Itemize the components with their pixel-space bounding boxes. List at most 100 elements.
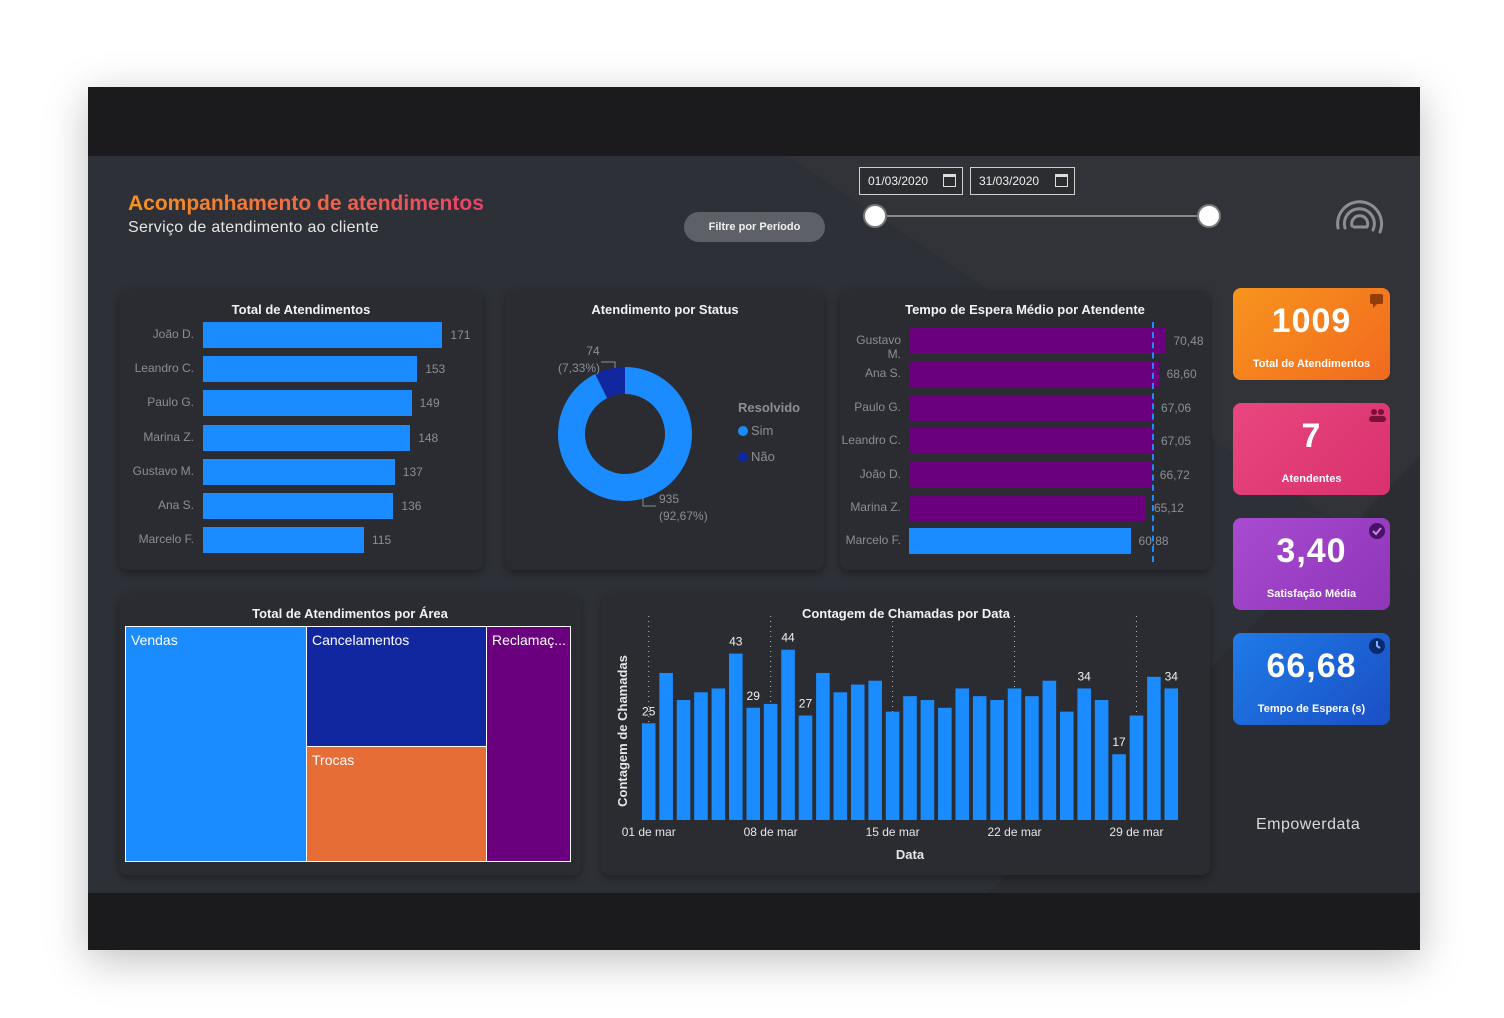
kpi-value: 7: [1301, 417, 1322, 455]
bar: [203, 493, 394, 519]
kpi-label: Total de Atendimentos: [1252, 358, 1371, 370]
start-date-value: 01/03/2020: [868, 174, 929, 188]
slider-handle-end[interactable]: [1197, 204, 1221, 228]
legend-label: Sim: [751, 423, 774, 438]
column-bar: [972, 696, 987, 820]
bar-value-label: 66,72: [1159, 467, 1190, 482]
column-data-label: 25: [642, 704, 656, 718]
column-bar: [746, 707, 761, 820]
bar: [203, 424, 411, 451]
column-bar: [1129, 715, 1144, 820]
kpi-label: Tempo de Espera (s): [1257, 703, 1366, 715]
column-bar: [1042, 680, 1057, 820]
end-date-input[interactable]: 31/03/2020: [970, 167, 1075, 195]
leader-line: [601, 361, 616, 368]
chart-title: Contagem de Chamadas por Data: [801, 606, 1011, 621]
calendar-icon[interactable]: [943, 174, 956, 187]
bar-category-label: João D.: [152, 327, 194, 341]
page-title: Acompanhamento de atendimentos: [128, 192, 484, 215]
column-data-label: 29: [747, 689, 761, 703]
column-data-label: 17: [1112, 735, 1126, 749]
bar-category-label: Marina Z.: [143, 429, 194, 444]
column-bar: [1094, 700, 1109, 820]
column-bar: [1059, 711, 1074, 820]
slice-value-label: 74: [586, 344, 600, 358]
treemap-cell-reclamacoes[interactable]: Reclamaç...: [486, 626, 571, 862]
column-bar: [1025, 696, 1039, 820]
column-bar: [1112, 754, 1126, 820]
chamadas-por-data-card: Contagem de Chamadas por Data 25 43 29 44 27…: [602, 594, 1210, 875]
slice-value-label: 935: [659, 492, 679, 506]
calendar-icon[interactable]: [1055, 174, 1068, 187]
treemap-card: Total de Atendimentos por Área Vendas Ca…: [119, 594, 581, 875]
brand-name: Empowerdata: [1256, 816, 1361, 833]
x-tick-label: 22 de mar: [988, 825, 1042, 839]
treemap-cell-vendas[interactable]: Vendas: [125, 626, 307, 862]
treemap-cell-trocas[interactable]: Trocas: [306, 746, 487, 862]
column-data-label: 34: [1165, 669, 1179, 683]
clock-icon: [1364, 633, 1390, 659]
column-bar: [990, 700, 1004, 820]
bar: [909, 328, 1166, 354]
bar-value-label: 136: [401, 499, 422, 513]
kpi-value: 66,68: [1266, 647, 1357, 685]
column-data-label: 43: [729, 635, 743, 649]
slider-handle-start[interactable]: [863, 204, 887, 228]
treemap-cell-cancelamentos[interactable]: Cancelamentos: [306, 626, 487, 747]
column-bar: [676, 700, 691, 820]
bar-category-label: Ana S.: [157, 498, 194, 512]
column-chart: 25 43 29 44 27 34 17 34 01 de mar 08 de mar 15 de …: [615, 616, 1179, 862]
x-tick-label: 15 de mar: [866, 825, 920, 839]
bar: [909, 461, 1152, 488]
column-bar: [641, 723, 656, 820]
column-bar: [920, 700, 935, 820]
kpi-value: 3,40: [1276, 532, 1347, 570]
column-bar: [781, 649, 795, 820]
bar-value-label: 68,60: [1166, 367, 1197, 382]
column-bar: [659, 672, 673, 820]
bar-value-label: 153: [425, 362, 446, 377]
column-data-label: 27: [799, 697, 813, 711]
chart-title: Tempo de Espera Médio por Atendente: [905, 302, 1145, 317]
bar-category-label: Ana S.: [864, 366, 901, 381]
bar: [909, 528, 1131, 555]
column-bar: [729, 653, 743, 820]
start-date-input[interactable]: 01/03/2020: [859, 167, 963, 195]
kpi-tempo-espera: 66,68 Tempo de Espera (s): [1233, 633, 1390, 725]
average-reference-line: [1151, 322, 1154, 562]
slice-pct-label: (7,33%): [558, 361, 600, 375]
chart-title: Total de Atendimentos: [231, 302, 371, 317]
total-atendimentos-card: Total de Atendimentos João D. 171 Leandro …: [119, 290, 483, 570]
bar-value-label: 171: [450, 328, 471, 342]
bar: [909, 394, 1154, 421]
bar-category-label: Marina Z.: [850, 500, 901, 514]
bar-category-label: Gustavo M.: [856, 333, 901, 361]
legend-title: Resolvido: [738, 400, 801, 415]
column-bar: [903, 696, 917, 820]
bar-value-label: 148: [418, 430, 439, 445]
bar-category-label: João D.: [859, 466, 901, 481]
page-subtitle: Serviço de atendimento ao cliente: [128, 219, 379, 236]
bar: [909, 428, 1153, 455]
bar-value-label: 115: [372, 533, 392, 548]
x-axis-label: Data: [896, 847, 925, 862]
donut-slice-no: [595, 367, 625, 399]
tempo-espera-card: Tempo de Espera Médio por Atendente Gust…: [840, 290, 1210, 570]
chart-title: Total de Atendimentos por Área: [252, 606, 448, 621]
users-icon: [1364, 403, 1390, 429]
bar-value-label: 70,48: [1173, 334, 1204, 348]
column-bar: [833, 692, 848, 820]
donut-slice-sim: [558, 367, 692, 501]
legend-item-nao[interactable]: Não: [738, 449, 775, 464]
bar: [909, 361, 1159, 388]
bar: [203, 527, 364, 554]
date-range-slider[interactable]: [874, 215, 1210, 217]
kpi-label: Satisfação Média: [1266, 588, 1357, 600]
column-bar: [955, 688, 970, 820]
bar-category-label: Paulo G.: [147, 395, 194, 410]
legend-item-sim[interactable]: Sim: [738, 423, 773, 438]
filter-period-button[interactable]: Filtre por Período: [684, 212, 825, 242]
column-bar: [1164, 688, 1179, 820]
end-date-value: 31/03/2020: [979, 174, 1040, 188]
leader-line: [642, 498, 656, 507]
